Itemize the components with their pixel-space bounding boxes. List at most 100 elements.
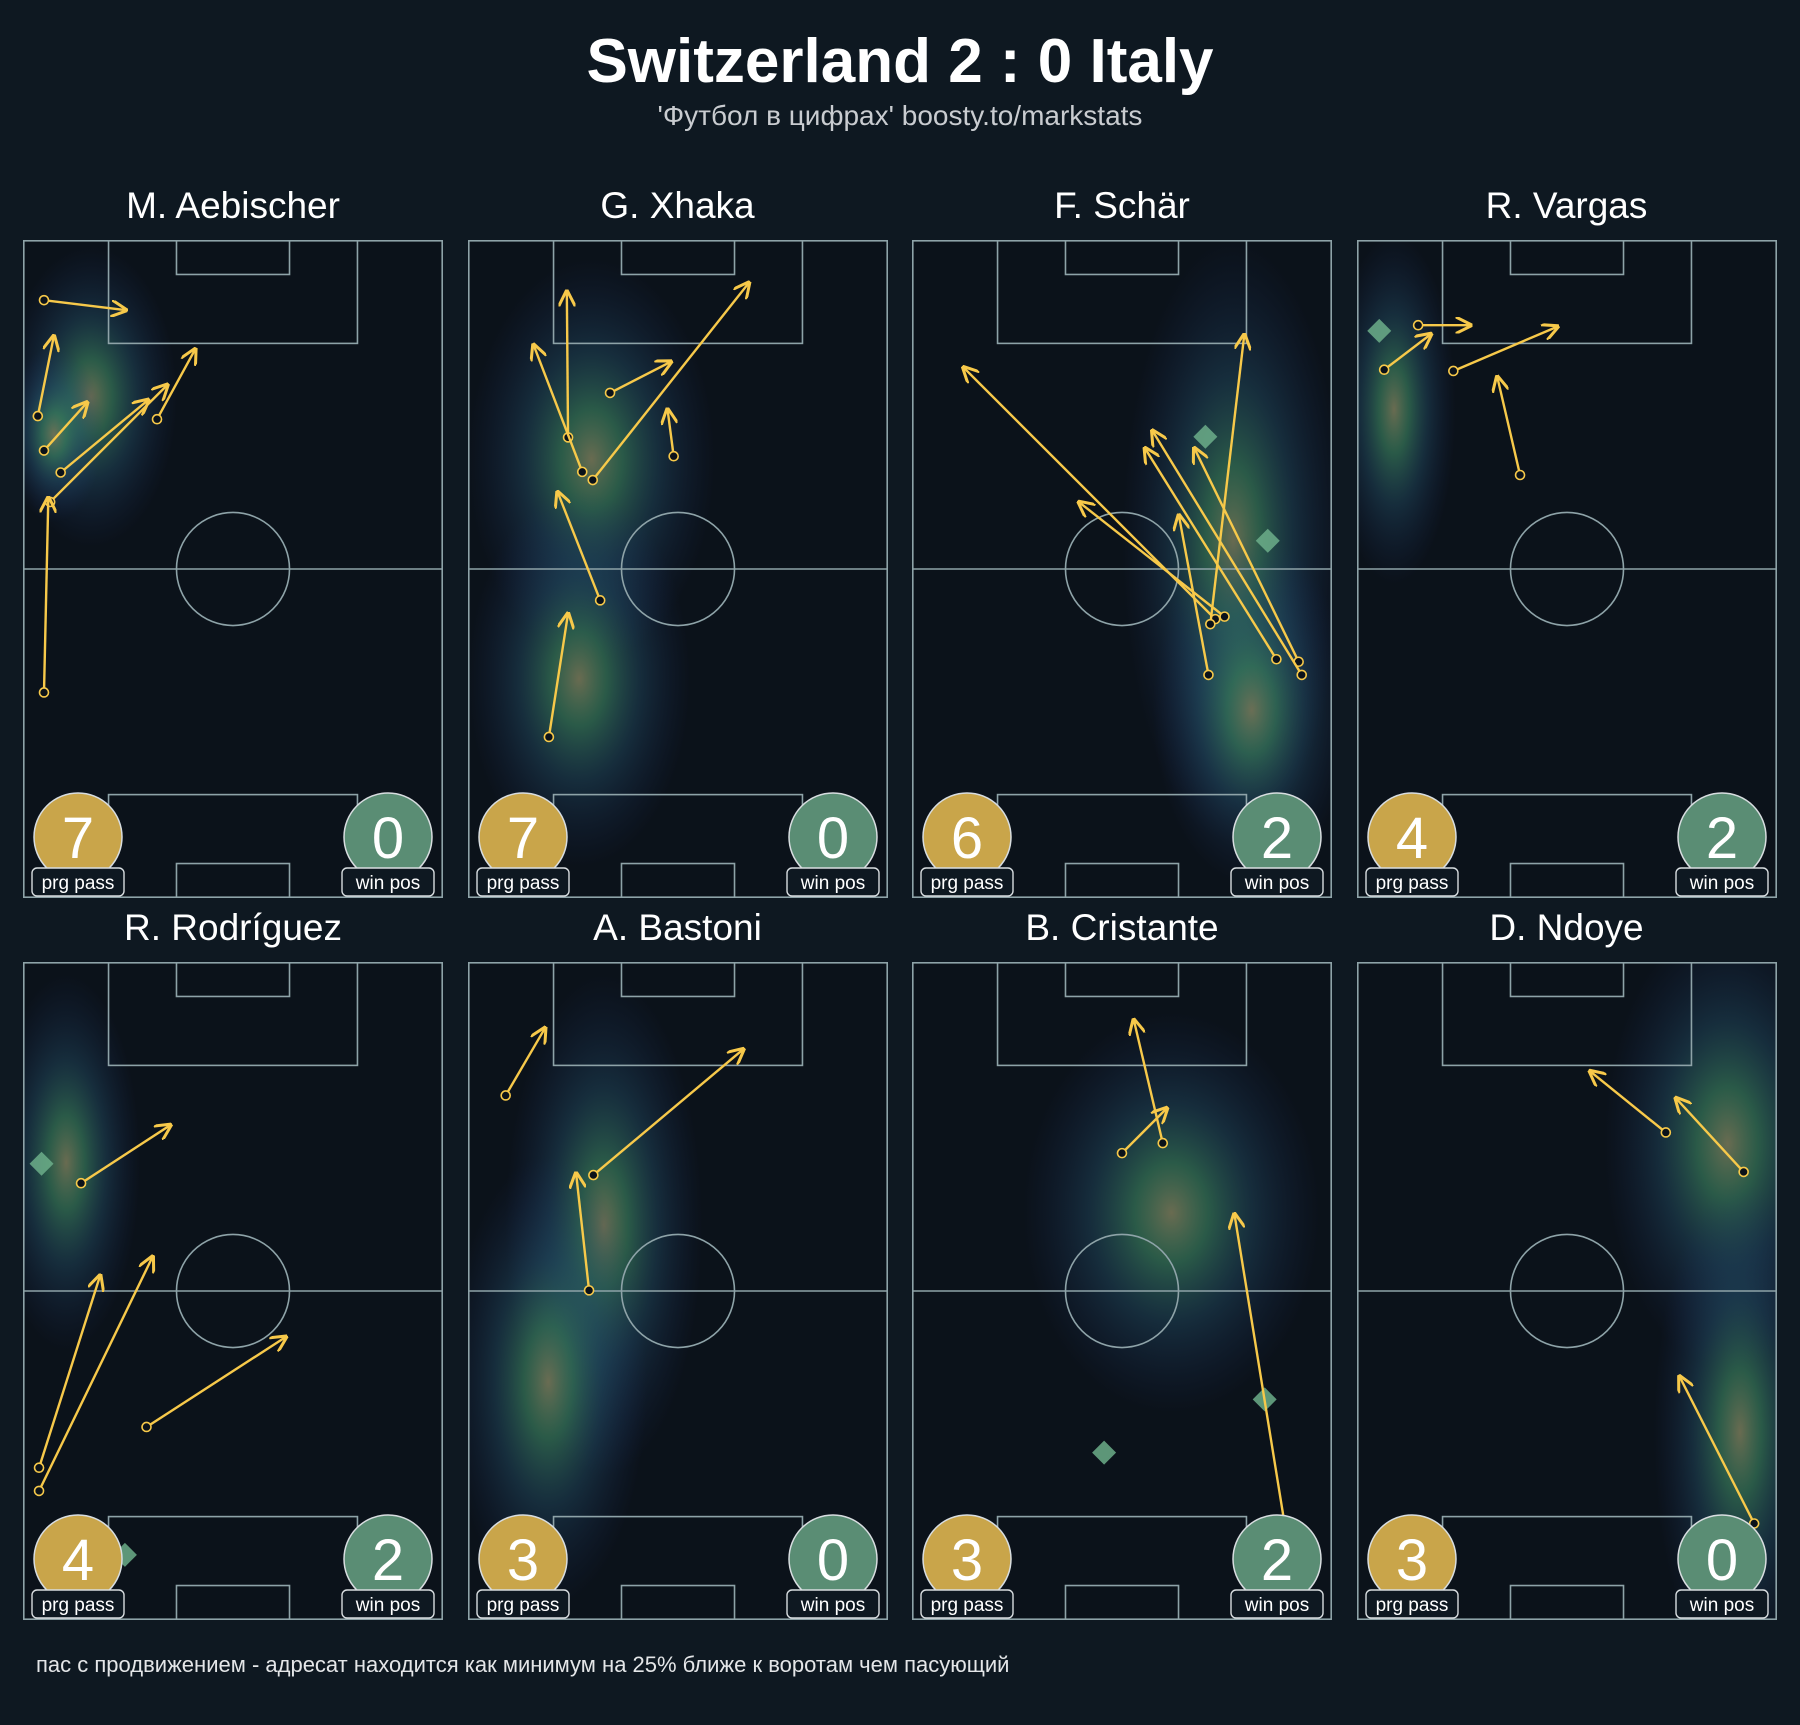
progressive-pass-arrow xyxy=(557,492,601,601)
prg-pass-label-box xyxy=(1364,1589,1459,1619)
pass-origin xyxy=(594,595,605,606)
prg-pass-value: 7 xyxy=(62,806,94,871)
prg-pass-value: 4 xyxy=(62,1528,94,1593)
prg-pass-label-box xyxy=(920,1589,1014,1619)
player-panel: F. Schär 6 prg pass 2 win pos xyxy=(912,180,1332,898)
pass-origin xyxy=(604,387,615,399)
progressive-pass-arrow xyxy=(504,1028,545,1097)
pass-origin xyxy=(587,1169,599,1181)
heat-zone xyxy=(23,974,141,1351)
pass-origin xyxy=(38,294,50,306)
pass-origin xyxy=(32,410,44,422)
win-possession-point xyxy=(29,1151,54,1176)
penalty-box-top xyxy=(552,962,803,1067)
centre-circle xyxy=(1509,1233,1624,1349)
pass-origin xyxy=(1378,364,1389,376)
penalty-box-top xyxy=(1441,962,1692,1067)
pass-origin xyxy=(1203,669,1214,681)
progressive-pass-arrow xyxy=(1234,1214,1287,1531)
player-name: R. Rodríguez xyxy=(124,907,342,948)
player-name: F. Schär xyxy=(1054,185,1190,226)
centre-circle xyxy=(175,511,291,627)
prg-pass-label-box xyxy=(475,867,570,897)
win-pos-label: win pos xyxy=(1688,873,1753,894)
player-name: G. Xhaka xyxy=(600,185,755,226)
centre-circle xyxy=(1064,511,1180,627)
progressive-pass-arrow xyxy=(44,498,48,693)
pass-origin xyxy=(583,1285,594,1296)
pass-origin xyxy=(151,413,163,425)
prg-pass-value: 6 xyxy=(951,806,983,871)
player-panel: R. Vargas 4 prg pass 2 win pos xyxy=(1356,180,1777,898)
prg-pass-label-box xyxy=(920,867,1014,897)
progressive-pass-arrow xyxy=(1679,1376,1755,1525)
progressive-pass-arrow xyxy=(36,336,54,417)
pass-origin xyxy=(1271,653,1282,665)
progressive-pass-arrow xyxy=(80,1125,171,1185)
win-pos-value: 0 xyxy=(816,806,848,871)
win-pos-value: 0 xyxy=(1705,1528,1737,1593)
player-panel: A. Bastoni 3 prg pass 0 win pos xyxy=(467,902,888,1620)
win-pos-label-box xyxy=(785,867,880,897)
prg-pass-label-box xyxy=(31,1589,125,1619)
win-pos-label-box xyxy=(341,867,435,897)
heat-zone xyxy=(1023,1012,1320,1414)
win-possession-point xyxy=(1193,424,1218,449)
player-name: M. Aebischer xyxy=(126,185,340,226)
pass-origin xyxy=(1412,319,1423,331)
win-pos-label: win pos xyxy=(799,873,864,894)
win-pos-label: win pos xyxy=(355,1595,420,1616)
prg-pass-label-box xyxy=(475,1589,570,1619)
progressive-pass-arrow xyxy=(1497,377,1521,476)
progressive-pass-arrow xyxy=(1452,326,1557,373)
penalty-box-top xyxy=(552,240,803,345)
player-name: R. Vargas xyxy=(1485,185,1648,226)
progressive-pass-arrow xyxy=(609,362,671,394)
win-pos-label: win pos xyxy=(1244,873,1309,894)
prg-pass-label: prg pass xyxy=(42,873,115,894)
penalty-box-top xyxy=(107,240,359,345)
prg-pass-value: 4 xyxy=(1395,806,1427,871)
win-pos-value: 2 xyxy=(372,1528,404,1593)
pass-origin xyxy=(1219,611,1230,622)
pass-origin xyxy=(1116,1147,1128,1159)
player-panel: R. Rodríguez 4 prg pass 2 win pos xyxy=(23,902,443,1620)
prg-pass-label: prg pass xyxy=(486,873,559,894)
win-possession-point xyxy=(1366,318,1391,343)
footnote: пас с продвижением - адресат находится к… xyxy=(36,1652,1010,1677)
progressive-pass-arrow xyxy=(533,345,583,473)
pass-origin xyxy=(55,467,66,478)
prg-pass-value: 7 xyxy=(506,806,538,871)
player-panel: G. Xhaka 7 prg pass 0 win pos xyxy=(467,180,888,898)
progressive-pass-arrow xyxy=(43,402,87,452)
progressive-pass-arrow xyxy=(1079,502,1226,618)
progressive-pass-arrow xyxy=(591,283,748,481)
heat-zone xyxy=(467,1156,647,1608)
penalty-box-top xyxy=(1441,240,1692,345)
progressive-pass-arrow xyxy=(155,349,195,420)
prg-pass-label-box xyxy=(31,867,125,897)
win-pos-label: win pos xyxy=(1688,1595,1753,1616)
progressive-pass-arrow xyxy=(667,409,673,457)
pass-origin xyxy=(1447,365,1459,377)
prg-pass-value: 3 xyxy=(1395,1528,1427,1593)
win-pos-value: 2 xyxy=(1261,806,1293,871)
pass-origin xyxy=(586,474,598,486)
chart-title: Switzerland 2 : 0 Italy xyxy=(586,27,1214,96)
progressive-pass-arrow xyxy=(576,1173,590,1291)
prg-pass-label: prg pass xyxy=(931,1595,1004,1616)
progressive-pass-arrow xyxy=(1194,448,1300,663)
centre-circle xyxy=(620,1233,735,1349)
prg-pass-label: prg pass xyxy=(486,1595,559,1616)
